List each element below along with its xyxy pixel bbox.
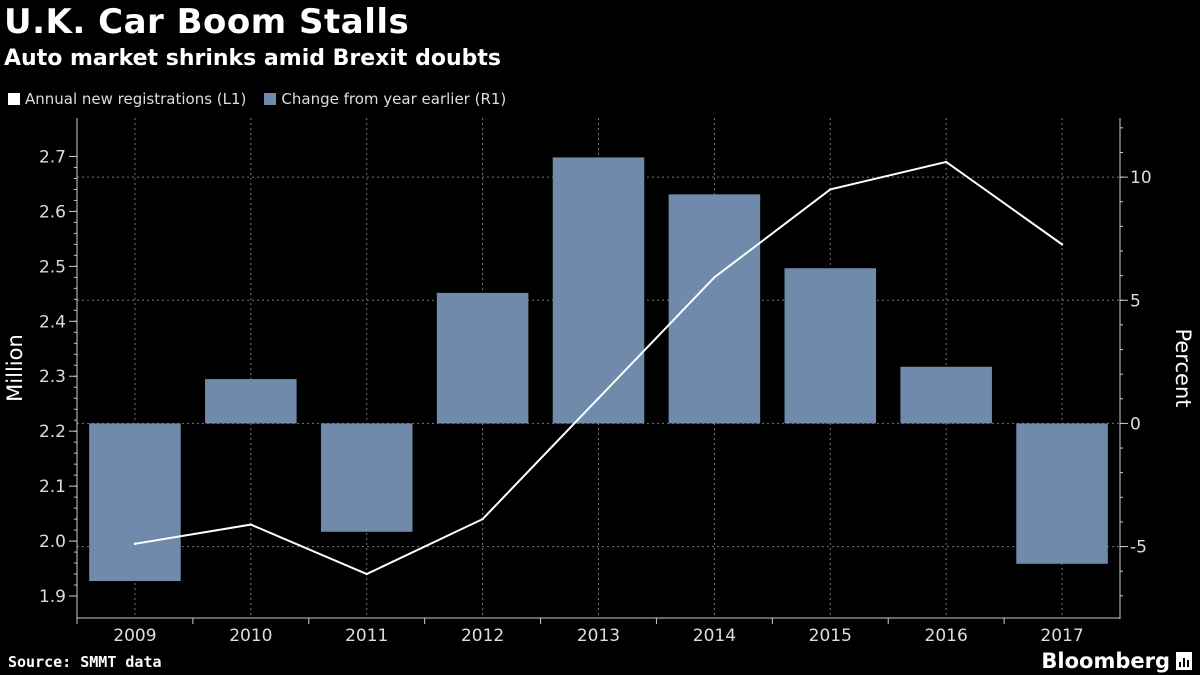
- chart-icon: [1176, 652, 1192, 670]
- brand-name: Bloomberg: [1041, 649, 1170, 673]
- line-point-2010: [249, 523, 253, 526]
- line-point-2012: [481, 517, 484, 521]
- x-tick-label: 2013: [577, 626, 620, 646]
- line-point-2009: [133, 542, 137, 546]
- right-axis-title: Percent: [1171, 328, 1195, 407]
- right-tick-label: 0: [1130, 414, 1141, 434]
- left-tick-label: 2.2: [39, 422, 66, 442]
- left-tick-label: 2.1: [39, 477, 66, 497]
- x-tick-label: 2009: [113, 626, 156, 646]
- legend: Annual new registrations (L1) Change fro…: [8, 90, 524, 108]
- line-point-2011: [365, 572, 368, 576]
- left-tick-label: 2.4: [39, 312, 66, 332]
- x-tick-label: 2016: [925, 626, 968, 646]
- bar-2014: [668, 194, 761, 424]
- x-tick-label: 2011: [345, 626, 388, 646]
- line-point-2013: [597, 397, 600, 400]
- bar-2016: [900, 366, 992, 424]
- right-tick-label: 5: [1130, 291, 1141, 311]
- x-tick-label: 2014: [693, 626, 736, 646]
- chart-subtitle: Auto market shrinks amid Brexit doubts: [4, 46, 501, 71]
- legend-swatch-registrations: [8, 93, 20, 105]
- legend-item-registrations: Annual new registrations (L1): [8, 90, 246, 108]
- x-tick-label: 2012: [461, 626, 504, 646]
- legend-item-change: Change from year earlier (R1): [264, 90, 506, 108]
- bar-2011: [320, 423, 413, 532]
- line-point-2015: [829, 188, 832, 191]
- left-tick-label: 2.7: [39, 147, 66, 167]
- left-tick-label: 2.0: [39, 532, 66, 552]
- bar-2012: [436, 292, 529, 424]
- x-tick-label: 2015: [809, 626, 852, 646]
- right-tick-label: -5: [1130, 538, 1147, 558]
- legend-label-registrations: Annual new registrations (L1): [25, 90, 247, 108]
- line-point-2014: [713, 276, 716, 279]
- left-tick-label: 2.6: [39, 202, 66, 222]
- right-tick-label: 10: [1130, 168, 1152, 188]
- bar-2015: [784, 268, 877, 424]
- brand-logo: Bloomberg: [1041, 649, 1192, 673]
- left-tick-label: 2.3: [39, 367, 66, 387]
- x-tick-label: 2010: [229, 626, 272, 646]
- left-tick-label: 1.9: [39, 587, 66, 607]
- bar-2013: [552, 157, 645, 424]
- source-note: Source: SMMT data: [8, 653, 162, 671]
- line-point-2016: [944, 160, 948, 164]
- legend-swatch-change: [264, 93, 277, 105]
- left-axis-title: Million: [3, 334, 27, 402]
- line-point-2017: [1060, 243, 1064, 246]
- x-tick-label: 2017: [1040, 626, 1083, 646]
- legend-label-change: Change from year earlier (R1): [281, 90, 507, 108]
- left-tick-label: 2.5: [39, 257, 66, 277]
- bar-2009: [89, 423, 181, 582]
- chart-title: U.K. Car Boom Stalls: [4, 2, 410, 42]
- bar-2017: [1016, 423, 1108, 564]
- bar-2010: [205, 379, 297, 424]
